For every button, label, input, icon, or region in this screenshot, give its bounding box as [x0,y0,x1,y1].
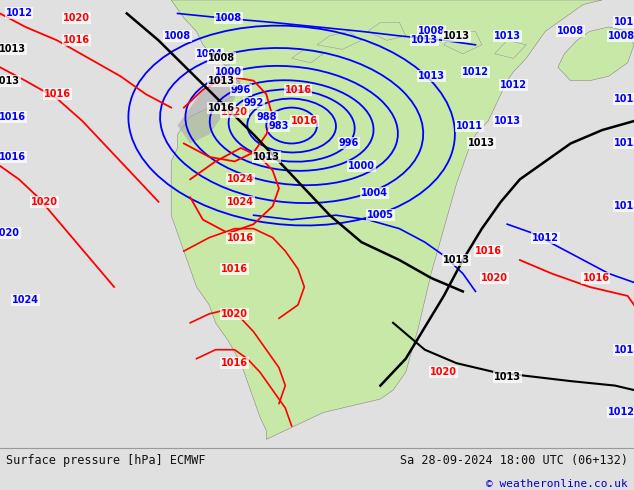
Text: 1013: 1013 [614,139,634,148]
Text: 1012: 1012 [614,18,634,27]
Text: Surface pressure [hPa] ECMWF: Surface pressure [hPa] ECMWF [6,454,206,467]
Text: 1012: 1012 [532,233,559,243]
Polygon shape [368,23,406,40]
Text: 1008: 1008 [608,31,634,41]
Text: 1004: 1004 [361,188,387,198]
Polygon shape [495,40,526,58]
Text: 1020: 1020 [430,367,457,377]
Text: 1013: 1013 [614,201,634,211]
Text: 1020: 1020 [0,228,20,238]
Text: 1016: 1016 [228,233,254,243]
Text: 1016: 1016 [291,116,318,126]
Polygon shape [317,31,361,49]
Polygon shape [558,27,634,81]
Text: 1012: 1012 [462,67,489,77]
Polygon shape [292,49,323,63]
Text: 1016: 1016 [221,358,248,368]
Text: 1005: 1005 [367,210,394,220]
Text: 1024: 1024 [12,295,39,305]
Text: 1016: 1016 [44,89,70,99]
Text: 1013: 1013 [411,35,438,46]
Text: 1004: 1004 [196,49,223,59]
Text: 1012: 1012 [500,80,527,90]
Text: 1013: 1013 [443,31,470,41]
Text: 992: 992 [243,98,264,108]
Text: 1013: 1013 [209,75,235,86]
Text: 1020: 1020 [481,273,508,283]
Text: 1016: 1016 [583,273,609,283]
Polygon shape [444,31,482,54]
Text: 1016: 1016 [221,264,248,274]
Text: 1016: 1016 [209,102,235,113]
Text: 1020: 1020 [63,13,89,23]
Text: 1000: 1000 [215,67,242,77]
Text: 1013: 1013 [443,255,470,265]
Text: Sa 28-09-2024 18:00 UTC (06+132): Sa 28-09-2024 18:00 UTC (06+132) [399,454,628,467]
Text: 1013: 1013 [0,75,20,86]
Text: 1024: 1024 [228,174,254,184]
Text: 1000: 1000 [348,161,375,171]
Text: © weatheronline.co.uk: © weatheronline.co.uk [486,479,628,489]
Polygon shape [171,0,602,440]
Polygon shape [178,63,241,144]
Text: 1020: 1020 [221,107,248,117]
Text: 1016: 1016 [475,246,501,256]
Text: 1012: 1012 [6,8,32,19]
Text: 1013: 1013 [614,94,634,104]
Text: 996: 996 [231,85,251,95]
Text: 1016: 1016 [285,85,311,95]
Text: 1013: 1013 [494,116,521,126]
Text: 1011: 1011 [456,121,482,130]
Text: 1020: 1020 [31,197,58,207]
Text: 1008: 1008 [215,13,242,23]
Text: 996: 996 [339,139,359,148]
Text: 1016: 1016 [63,35,89,46]
Text: 1008: 1008 [209,53,235,63]
Text: 1013: 1013 [253,152,280,162]
Text: 983: 983 [269,121,289,130]
Text: 988: 988 [256,112,276,122]
Text: 1016: 1016 [0,152,26,162]
Text: 1024: 1024 [228,197,254,207]
Text: 1013: 1013 [494,371,521,382]
Text: 1013: 1013 [614,344,634,355]
Text: 1013: 1013 [494,31,521,41]
Text: 1013: 1013 [418,71,444,81]
Text: 1008: 1008 [557,26,584,36]
Text: 1013: 1013 [0,44,26,54]
Text: 1012: 1012 [608,408,634,417]
Text: 1016: 1016 [0,112,26,122]
Text: 1008: 1008 [164,31,191,41]
Text: 1020: 1020 [221,309,248,319]
Text: 1013: 1013 [469,139,495,148]
Text: 1008: 1008 [418,26,444,36]
